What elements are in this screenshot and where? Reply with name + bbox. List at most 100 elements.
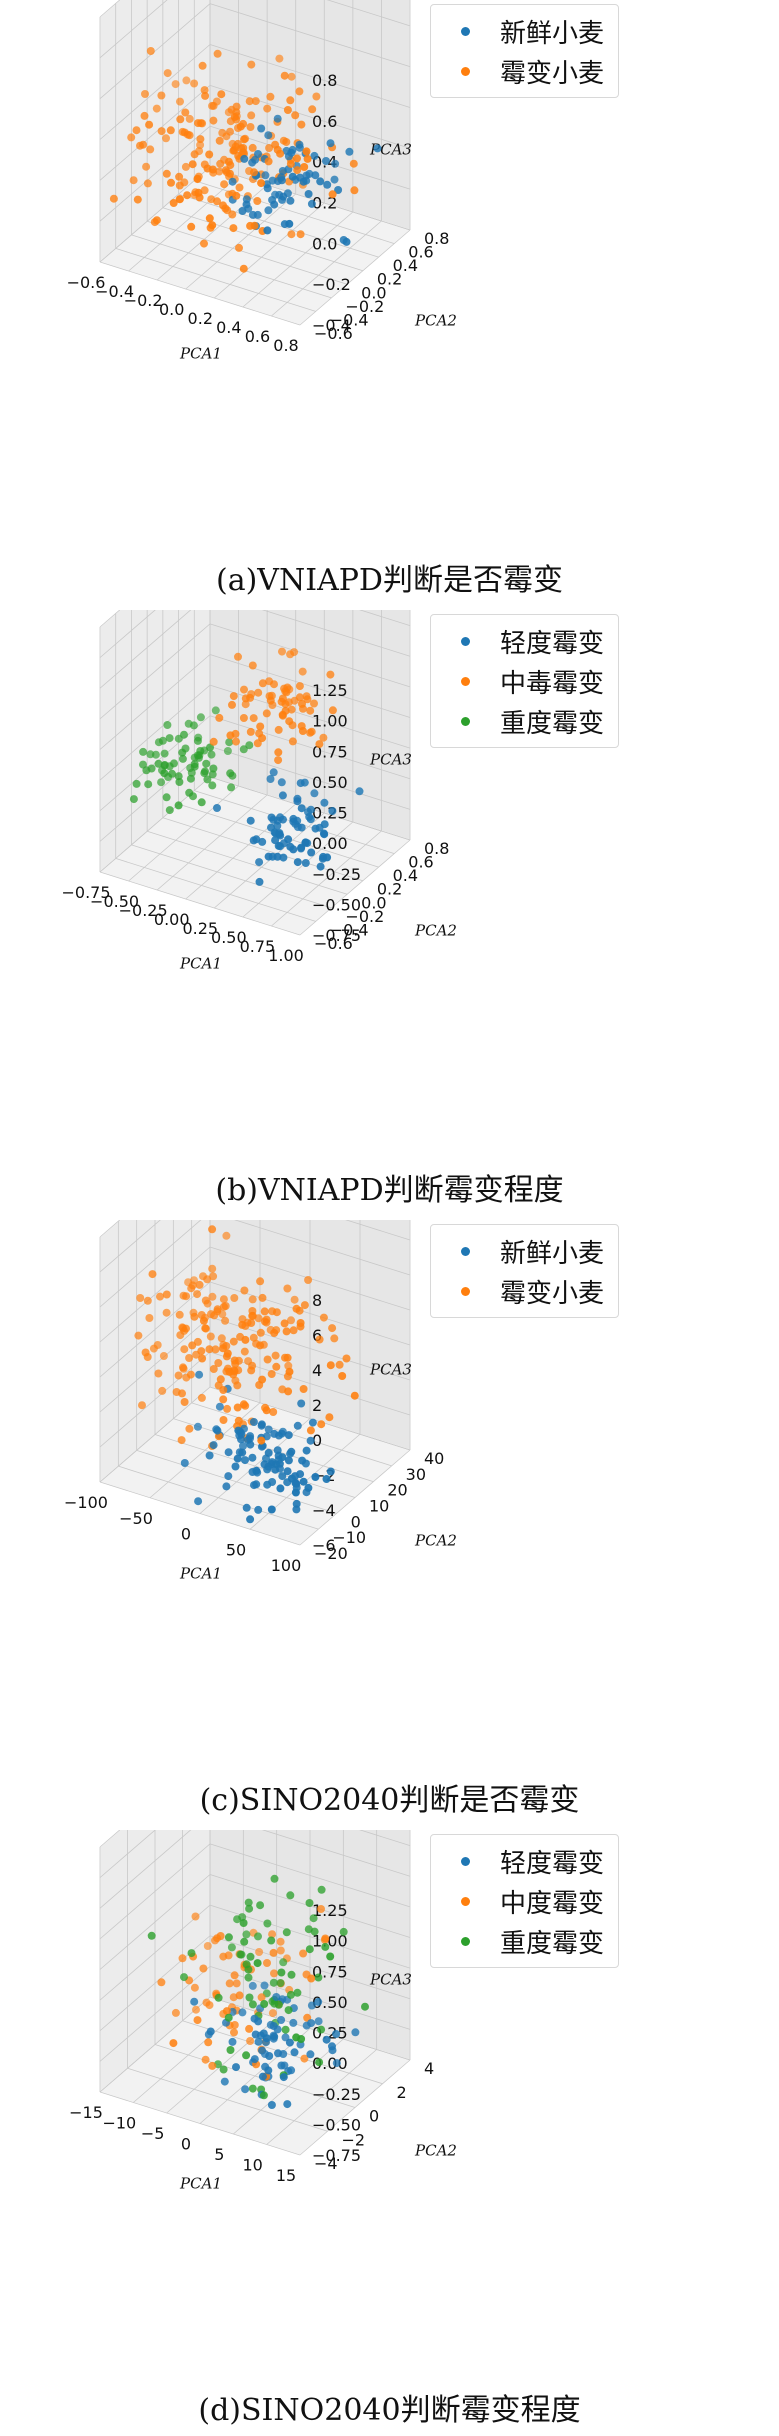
data-point (195, 1280, 204, 1289)
data-point (225, 1367, 234, 1376)
data-point (142, 162, 151, 171)
data-point (296, 230, 305, 239)
data-point (154, 1369, 163, 1378)
data-point (286, 1891, 295, 1900)
data-point (245, 741, 254, 750)
data-point (180, 1459, 189, 1467)
data-point (146, 750, 155, 759)
x-tick-label: 15 (276, 2166, 296, 2185)
data-point (157, 127, 166, 136)
data-point (241, 700, 250, 709)
data-point (263, 226, 272, 235)
data-point (298, 1456, 307, 1465)
data-point (276, 1979, 285, 1987)
data-point (253, 1959, 262, 1968)
z-tick-label: 6 (312, 1326, 322, 1345)
data-point (236, 122, 245, 131)
data-point (326, 670, 335, 679)
data-point (205, 214, 214, 223)
data-point (264, 852, 273, 861)
data-point (283, 2100, 292, 2109)
gridline (99, 1220, 121, 1238)
data-point (187, 1949, 196, 1958)
gridline (242, 821, 354, 918)
gridline (209, 1843, 411, 1908)
y-tick-label: −0.6 (314, 934, 353, 953)
data-point (258, 2072, 267, 2081)
gridline (136, 1449, 337, 1514)
data-point (185, 1424, 194, 1433)
data-point (283, 106, 292, 114)
data-point (185, 131, 194, 140)
data-point (248, 1981, 257, 1990)
data-point (187, 1284, 196, 1293)
data-point (278, 647, 286, 656)
x-tick-label: −100 (64, 1493, 108, 1512)
gridline (345, 1220, 411, 1241)
x-tick-label: 100 (271, 1556, 302, 1575)
data-point (218, 128, 227, 137)
axis-panes (98, 610, 412, 936)
legend-item: 重度霉变 (443, 701, 604, 741)
data-point (316, 177, 325, 186)
data-point (174, 1371, 183, 1380)
data-point (228, 177, 237, 186)
data-point (208, 221, 217, 230)
data-point (207, 750, 216, 759)
data-point (162, 134, 170, 143)
data-point (219, 201, 227, 210)
data-point (230, 146, 239, 155)
legend-label: 中毒霉变 (500, 668, 605, 699)
z-tick-label: −0.50 (312, 895, 361, 914)
data-point (174, 772, 183, 781)
data-point (230, 1294, 239, 1302)
data-point (246, 1440, 255, 1449)
y-tick-label: −0.2 (345, 297, 384, 316)
data-point (185, 788, 194, 797)
data-point (217, 1334, 226, 1343)
data-point (288, 737, 297, 746)
data-point (182, 76, 191, 85)
data-point (297, 120, 306, 129)
data-point (224, 1472, 233, 1481)
data-point (190, 760, 199, 769)
data-point (292, 2033, 301, 2042)
data-point (279, 1958, 288, 1967)
data-point (219, 1386, 228, 1394)
data-point (290, 2048, 299, 2057)
data-point (205, 1345, 214, 1354)
data-point (248, 158, 257, 167)
z-axis-label: PCA3 (369, 1361, 412, 1379)
data-point (246, 1952, 255, 1961)
data-point (270, 1329, 279, 1337)
gridline (359, 610, 411, 627)
z-tick-label: −0.2 (312, 275, 351, 294)
data-point (214, 1359, 223, 1367)
legend-marker-icon (461, 1286, 470, 1296)
data-point (238, 1320, 247, 1329)
data-point (277, 2061, 286, 2070)
data-point (217, 90, 226, 99)
data-point (288, 145, 297, 154)
data-point (146, 145, 155, 154)
data-point (254, 688, 263, 697)
data-point (274, 748, 283, 757)
data-point (304, 1483, 313, 1492)
data-point (262, 709, 271, 718)
gridline (209, 84, 411, 149)
y-tick-label: 2 (397, 2083, 407, 2102)
data-point (268, 2009, 277, 2018)
data-point (304, 190, 313, 198)
data-point (339, 1927, 348, 1936)
data-point (248, 1295, 257, 1304)
legend-marker-icon (461, 716, 470, 726)
data-point (258, 679, 267, 688)
gridline (242, 211, 354, 308)
data-point (267, 813, 276, 822)
data-point (206, 1332, 215, 1341)
data-point (326, 1361, 335, 1370)
y-tick-label: 0.2 (377, 270, 402, 289)
data-point (302, 147, 311, 156)
gridline (131, 844, 332, 909)
data-point (216, 1932, 225, 1940)
